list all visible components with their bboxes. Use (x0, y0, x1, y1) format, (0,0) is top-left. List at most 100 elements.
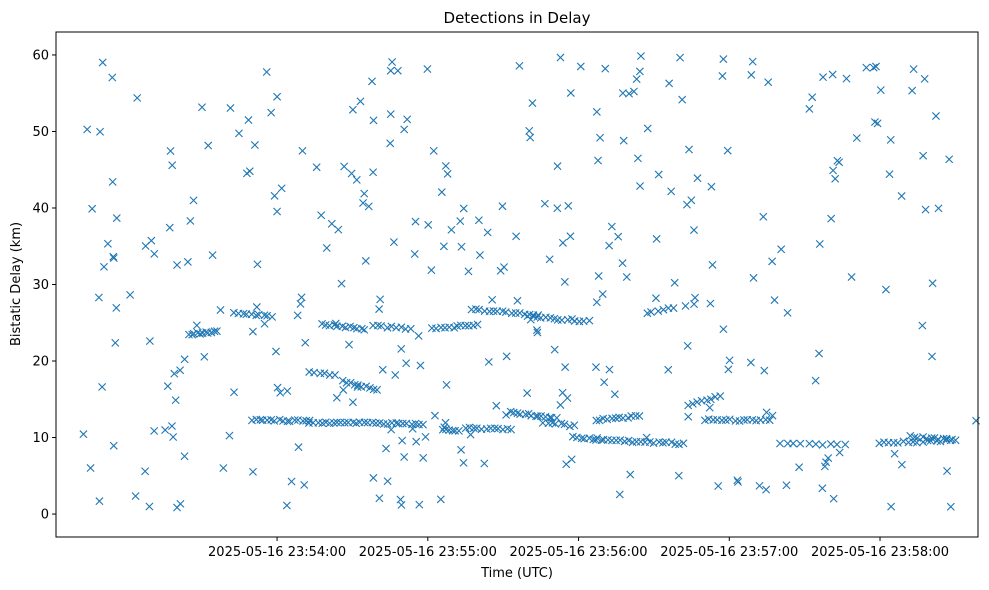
detection-point (566, 88, 575, 97)
detection-point (592, 298, 601, 307)
detection-point (111, 338, 120, 347)
detection-point (691, 293, 700, 302)
detection-point (419, 453, 428, 462)
detection-point (196, 329, 205, 338)
detection-point (424, 220, 433, 229)
detection-point (369, 168, 378, 177)
detection-point (768, 257, 777, 266)
y-axis-label: Bistatic Delay (km) (9, 222, 24, 346)
detection-point (560, 277, 569, 286)
detection-point (532, 326, 541, 335)
detection-point (327, 219, 336, 228)
detection-point (561, 363, 570, 372)
detection-point (796, 439, 805, 448)
detection-point (368, 77, 377, 86)
detection-point (489, 307, 498, 316)
detection-point (421, 432, 430, 441)
detection-point (951, 436, 960, 445)
detection-point (591, 363, 600, 372)
detection-point (502, 410, 511, 419)
y-tick-label: 10 (32, 431, 49, 446)
detection-point (926, 436, 935, 445)
detection-point (557, 316, 566, 325)
detection-point (312, 163, 321, 172)
detection-point (273, 383, 282, 392)
detection-point (567, 455, 576, 464)
detection-point (342, 378, 351, 387)
x-tick-label: 2025-05-16 23:56:00 (510, 545, 648, 560)
detection-point (402, 359, 411, 368)
detection-point (248, 467, 257, 476)
detection-point (526, 133, 535, 142)
detection-point (829, 166, 838, 175)
detection-point (263, 311, 272, 320)
detection-point (226, 104, 235, 113)
detection-point (234, 129, 243, 138)
detection-point (682, 200, 691, 209)
detection-point (287, 477, 296, 486)
detection-point (625, 89, 634, 98)
detection-point (706, 299, 715, 308)
detection-point (126, 290, 135, 299)
detection-point (719, 55, 728, 64)
detection-point (679, 439, 688, 448)
detection-point (472, 424, 481, 433)
detection-point (558, 388, 567, 397)
detection-point (95, 497, 104, 506)
detection-point (633, 154, 642, 163)
detection-point (345, 340, 354, 349)
detection-point (356, 97, 365, 106)
detection-point (391, 371, 400, 379)
detection-point (923, 436, 932, 445)
detection-point (361, 256, 370, 265)
detection-point (388, 58, 397, 66)
detection-point (369, 116, 378, 125)
detection-point (305, 416, 314, 425)
detection-point (398, 436, 407, 445)
detection-point (512, 232, 521, 241)
detection-point (881, 285, 890, 294)
detection-point (690, 226, 698, 235)
detection-point (852, 134, 861, 142)
detection-point (429, 146, 438, 155)
detection-point (371, 419, 380, 428)
detection-point (592, 416, 601, 425)
detection-point (614, 232, 623, 241)
detection-point (247, 310, 256, 319)
detection-point (352, 175, 361, 184)
detection-point (322, 244, 331, 252)
detection-point (96, 127, 105, 136)
detection-point (474, 216, 483, 225)
detection-point (348, 398, 357, 407)
detection-point (585, 316, 594, 325)
detection-point (782, 481, 791, 490)
detection-point (507, 425, 516, 434)
detection-point (560, 420, 569, 429)
detection-point (262, 68, 271, 77)
detection-point (439, 242, 448, 251)
detection-point (270, 191, 279, 200)
x-axis-label: Time (UTC) (480, 566, 553, 581)
detection-point (693, 398, 702, 407)
detection-point (109, 441, 118, 450)
detection-point (502, 352, 511, 361)
detection-point (928, 279, 937, 288)
detection-point (533, 412, 542, 421)
detection-point (681, 301, 690, 310)
detection-point (204, 141, 213, 150)
detection-point (826, 439, 835, 448)
detection-point (442, 380, 451, 389)
detection-point (870, 118, 879, 127)
detection-point (145, 337, 154, 346)
detection-point (461, 321, 470, 330)
detection-point (667, 187, 676, 196)
detection-point (260, 311, 269, 320)
detection-point (173, 261, 182, 269)
detection-point (945, 155, 954, 164)
detection-point (293, 311, 302, 320)
detection-point (515, 61, 524, 70)
detection-point (398, 419, 407, 428)
detection-point (671, 440, 680, 449)
